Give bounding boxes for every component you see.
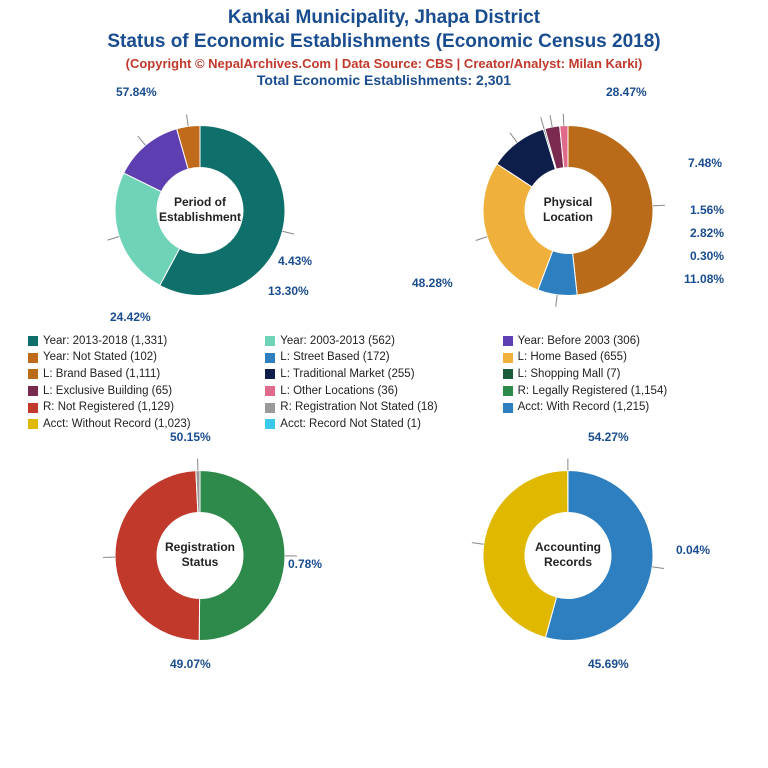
chart-registration: RegistrationStatus 50.15% 49.07% 0.78% bbox=[20, 433, 380, 678]
pct-label: 54.27% bbox=[588, 430, 629, 444]
credits-line: (Copyright © NepalArchives.Com | Data So… bbox=[0, 56, 768, 71]
legend-swatch bbox=[265, 403, 275, 413]
legend-text: L: Other Locations (36) bbox=[280, 383, 398, 400]
legend-text: R: Not Registered (1,129) bbox=[43, 399, 174, 416]
legend-text: Year: Before 2003 (306) bbox=[518, 333, 640, 350]
title: Kankai Municipality, Jhapa District Stat… bbox=[0, 6, 768, 54]
legend-swatch bbox=[503, 353, 513, 363]
legend-swatch bbox=[265, 419, 275, 429]
chart-location: PhysicalLocation 48.28% 7.48% 28.47% 11.08% 0… bbox=[388, 88, 748, 333]
leader-line bbox=[510, 132, 517, 142]
legend-item: Acct: With Record (1,215) bbox=[503, 399, 740, 416]
chart-period: Period ofEstablishment 57.84% 24.42% 13.30%… bbox=[20, 88, 380, 333]
pct-label: 11.08% bbox=[684, 272, 724, 286]
legend-swatch bbox=[28, 403, 38, 413]
legend-swatch bbox=[503, 403, 513, 413]
legend-text: Acct: Without Record (1,023) bbox=[43, 416, 191, 433]
chart-center-label: Period ofEstablishment bbox=[155, 195, 245, 225]
leader-line bbox=[187, 114, 189, 126]
leader-line bbox=[108, 236, 119, 240]
chart-center-label: RegistrationStatus bbox=[155, 540, 245, 570]
legend-swatch bbox=[28, 419, 38, 429]
legend-text: Acct: With Record (1,215) bbox=[518, 399, 650, 416]
legend-text: Year: 2013-2018 (1,331) bbox=[43, 333, 167, 350]
legend-text: Year: Not Stated (102) bbox=[43, 349, 157, 366]
legend: Year: 2013-2018 (1,331) Year: 2003-2013 (… bbox=[0, 333, 768, 433]
pct-label: 24.42% bbox=[110, 310, 151, 324]
legend-item: L: Brand Based (1,111) bbox=[28, 366, 265, 383]
legend-text: L: Traditional Market (255) bbox=[280, 366, 414, 383]
legend-swatch bbox=[28, 386, 38, 396]
legend-text: L: Exclusive Building (65) bbox=[43, 383, 172, 400]
pct-label: 48.28% bbox=[412, 276, 453, 290]
leader-line bbox=[550, 115, 552, 127]
legend-swatch bbox=[265, 353, 275, 363]
legend-item: Year: Not Stated (102) bbox=[28, 349, 265, 366]
pct-label: 1.56% bbox=[690, 203, 724, 217]
pct-label: 28.47% bbox=[606, 85, 647, 99]
leader-line bbox=[472, 542, 484, 544]
pct-label: 57.84% bbox=[116, 85, 157, 99]
chart-center-label: PhysicalLocation bbox=[523, 195, 613, 225]
leader-line bbox=[563, 113, 564, 125]
pct-label: 0.30% bbox=[690, 249, 724, 263]
chart-center-label: AccountingRecords bbox=[523, 540, 613, 570]
legend-item: L: Shopping Mall (7) bbox=[503, 366, 740, 383]
donut-slice bbox=[483, 163, 553, 289]
legend-item: L: Street Based (172) bbox=[265, 349, 502, 366]
header: Kankai Municipality, Jhapa District Stat… bbox=[0, 0, 768, 88]
legend-item: L: Traditional Market (255) bbox=[265, 366, 502, 383]
pct-label: 4.43% bbox=[278, 254, 312, 268]
pct-label: 2.82% bbox=[690, 226, 724, 240]
legend-swatch bbox=[28, 336, 38, 346]
leader-line bbox=[282, 231, 294, 234]
leader-line bbox=[138, 136, 146, 145]
legend-item: R: Legally Registered (1,154) bbox=[503, 383, 740, 400]
legend-text: Acct: Record Not Stated (1) bbox=[280, 416, 421, 433]
pct-label: 49.07% bbox=[170, 657, 211, 671]
legend-text: L: Shopping Mall (7) bbox=[518, 366, 621, 383]
legend-item: Year: Before 2003 (306) bbox=[503, 333, 740, 350]
legend-swatch bbox=[28, 353, 38, 363]
legend-text: Year: 2003-2013 (562) bbox=[280, 333, 395, 350]
legend-item: Acct: Without Record (1,023) bbox=[28, 416, 265, 433]
top-row: Period ofEstablishment 57.84% 24.42% 13.30%… bbox=[0, 88, 768, 333]
pct-label: 0.04% bbox=[676, 543, 710, 557]
leader-line bbox=[652, 566, 664, 568]
pct-label: 7.48% bbox=[688, 156, 722, 170]
legend-swatch bbox=[265, 369, 275, 379]
title-line-1: Kankai Municipality, Jhapa District bbox=[228, 7, 540, 28]
legend-text: L: Street Based (172) bbox=[280, 349, 389, 366]
pct-label: 13.30% bbox=[268, 284, 309, 298]
legend-text: L: Home Based (655) bbox=[518, 349, 627, 366]
legend-text: L: Brand Based (1,111) bbox=[43, 366, 160, 383]
legend-item: R: Registration Not Stated (18) bbox=[265, 399, 502, 416]
pct-label: 0.78% bbox=[288, 557, 322, 571]
leader-line bbox=[653, 205, 665, 206]
legend-item: R: Not Registered (1,129) bbox=[28, 399, 265, 416]
legend-text: R: Legally Registered (1,154) bbox=[518, 383, 668, 400]
legend-item: L: Other Locations (36) bbox=[265, 383, 502, 400]
legend-item: Acct: Record Not Stated (1) bbox=[265, 416, 502, 433]
legend-swatch bbox=[265, 336, 275, 346]
legend-swatch bbox=[28, 369, 38, 379]
legend-item: Year: 2013-2018 (1,331) bbox=[28, 333, 265, 350]
legend-text: R: Registration Not Stated (18) bbox=[280, 399, 437, 416]
legend-swatch bbox=[503, 369, 513, 379]
legend-swatch bbox=[503, 386, 513, 396]
pct-label: 50.15% bbox=[170, 430, 211, 444]
chart-accounting: AccountingRecords 54.27% 45.69% 0.04% bbox=[388, 433, 748, 678]
legend-swatch bbox=[265, 386, 275, 396]
leader-line bbox=[556, 294, 558, 306]
legend-item: Year: 2003-2013 (562) bbox=[265, 333, 502, 350]
bottom-row: RegistrationStatus 50.15% 49.07% 0.78% Acco… bbox=[0, 433, 768, 678]
pct-label: 45.69% bbox=[588, 657, 629, 671]
title-line-2: Status of Economic Establishments (Econo… bbox=[107, 31, 660, 52]
leader-line bbox=[541, 117, 544, 129]
legend-item: L: Exclusive Building (65) bbox=[28, 383, 265, 400]
legend-item: L: Home Based (655) bbox=[503, 349, 740, 366]
leader-line bbox=[476, 236, 487, 240]
legend-swatch bbox=[503, 336, 513, 346]
